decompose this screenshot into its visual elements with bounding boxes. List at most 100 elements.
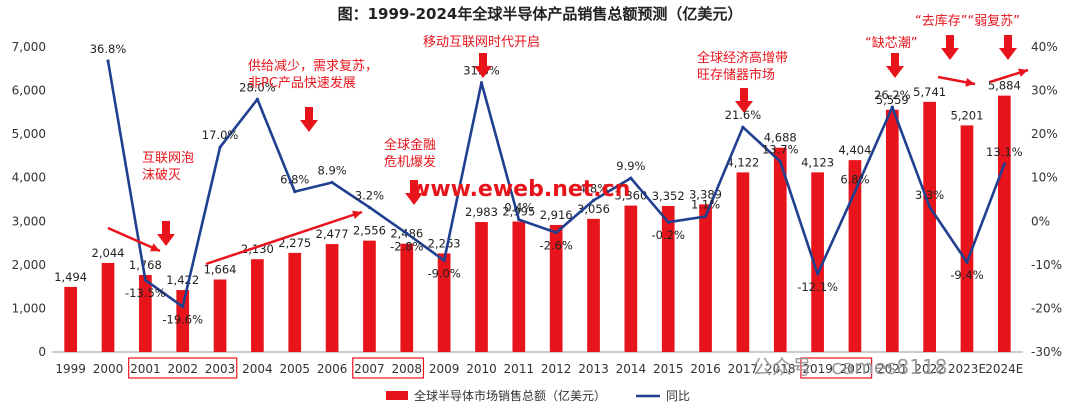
bar-value-label: 3,352: [652, 189, 685, 203]
bar-value-label: 3,056: [577, 202, 610, 216]
bar-value-label: 2,995: [502, 205, 535, 219]
x-tick-label: 2018: [765, 362, 796, 376]
yoy-value-label: -19.6%: [162, 313, 203, 327]
down-arrow-icon: [941, 35, 959, 60]
legend-bar-label: 全球半导体市场销售总额（亿美元）: [414, 388, 606, 403]
x-tick-label: 2016: [690, 362, 721, 376]
yoy-point: [367, 205, 372, 209]
bar-value-label: 2,275: [278, 236, 311, 250]
bar: [288, 252, 302, 352]
down-arrow-icon: [474, 53, 492, 78]
x-tick-label: 2008: [392, 362, 423, 376]
bar: [624, 205, 638, 352]
bar-value-label: 2,263: [428, 236, 461, 250]
annotation-text: “去库存”“弱复苏”: [915, 13, 1020, 29]
yoy-point: [928, 205, 932, 209]
x-tick-label: 1999: [55, 362, 86, 376]
bar: [549, 224, 563, 352]
bar-value-label: 2,983: [465, 205, 498, 219]
y-left-tick-label: 6,000: [12, 84, 46, 98]
y-right-tick-label: 0%: [1031, 214, 1050, 228]
y-left-tick-label: 4,000: [12, 171, 46, 185]
bar-value-label: 3,360: [614, 189, 647, 203]
bar-value-label: 5,201: [951, 108, 984, 122]
yoy-point: [554, 231, 558, 235]
yoy-point: [479, 81, 484, 85]
yoy-point: [1002, 162, 1006, 166]
trend-arrow-icon: [107, 226, 161, 253]
bar: [923, 101, 936, 352]
x-tick-label: 2021: [877, 362, 908, 376]
y-right-tick-label: -30%: [1031, 345, 1062, 359]
down-arrow-icon: [405, 180, 423, 205]
yoy-value-label: 36.8%: [90, 42, 127, 56]
bar: [661, 205, 675, 352]
bar-value-label: 2,477: [316, 227, 349, 241]
y-right-tick-label: 20%: [1031, 127, 1058, 141]
bar: [400, 243, 414, 352]
bar: [475, 222, 488, 352]
down-arrow-icon: [999, 35, 1017, 60]
highlight-boxes: [128, 357, 873, 379]
bar-labels: 1,494 2,044 1,768 1,422 1,664 2,130 2,275 2,477…: [54, 79, 1021, 287]
yoy-point: [181, 305, 185, 309]
x-tick-label: 2001: [130, 362, 161, 376]
bar-value-label: 5,884: [988, 79, 1021, 93]
y-right-tick-label: 30%: [1031, 84, 1058, 98]
line-series: [106, 59, 1006, 309]
bar-value-label: 5,741: [913, 85, 946, 99]
highlight-box: [800, 357, 873, 379]
bar-value-label: 1,768: [129, 258, 162, 272]
yoy-value-label: 21.6%: [725, 108, 762, 122]
yoy-point: [143, 278, 147, 282]
bar-value-label: 4,688: [764, 131, 797, 145]
bar-value-label: 1,494: [54, 270, 87, 284]
bar: [251, 259, 264, 352]
bar: [960, 125, 974, 352]
bar: [101, 262, 115, 352]
x-tick-label: 2019: [802, 362, 833, 376]
legend-line-label: 同比: [666, 389, 690, 403]
yoy-value-label: -12.1%: [797, 280, 838, 294]
yoy-value-label: 1.1%: [691, 197, 720, 211]
watermark-account: 公众号 · cames8118: [752, 355, 947, 379]
bar: [811, 172, 824, 352]
yoy-point: [218, 145, 222, 149]
yoy-point: [255, 97, 260, 101]
watermarks: www.eweb.net.cn 公众号 · cames8118: [410, 177, 947, 379]
bar-value-label: 4,122: [726, 155, 759, 169]
yoy-point: [293, 190, 297, 194]
yoy-point: [815, 272, 820, 276]
bar: [736, 172, 750, 352]
yoy-value-label: -9.4%: [950, 268, 983, 282]
bar-value-label: 2,044: [92, 246, 125, 260]
x-tick-label: 2023E: [948, 362, 986, 376]
bar-value-label: 4,123: [801, 155, 834, 169]
bar-value-label: 1,664: [204, 262, 237, 276]
annotation-text: 移动互联网时代开启: [423, 35, 540, 50]
yoy-value-label: 9.9%: [616, 159, 645, 173]
bar: [64, 286, 78, 352]
bar-value-label: 2,916: [540, 208, 573, 222]
yoy-point: [703, 214, 708, 219]
x-tick-label: 2024E: [985, 362, 1023, 376]
x-tick-label: 2020: [840, 362, 871, 376]
yoy-value-label: 17.0%: [202, 128, 239, 142]
bar: [699, 204, 712, 352]
x-tick-label: 2012: [541, 362, 572, 376]
chart-title: 图：1999-2024年全球半导体产品销售总额预测（亿美元）: [338, 5, 743, 23]
annotation-text: 全球金融: [384, 137, 436, 153]
bar: [213, 279, 227, 352]
legend: 全球半导体市场销售总额（亿美元） 同比: [386, 388, 690, 403]
bar-value-label: 1,422: [166, 273, 199, 287]
x-tick-label: 2010: [466, 362, 497, 376]
bar: [997, 95, 1011, 352]
x-tick-label: 2000: [93, 362, 124, 376]
bar-value-label: 2,130: [241, 242, 274, 256]
yoy-value-label: 3.3%: [915, 188, 944, 202]
yoy-value-label: -0.2%: [652, 228, 685, 242]
yoy-value-label: 4.8%: [579, 181, 608, 195]
yoy-point: [890, 105, 894, 109]
annotation-text: 供给减少，需求复苏，: [248, 58, 378, 74]
